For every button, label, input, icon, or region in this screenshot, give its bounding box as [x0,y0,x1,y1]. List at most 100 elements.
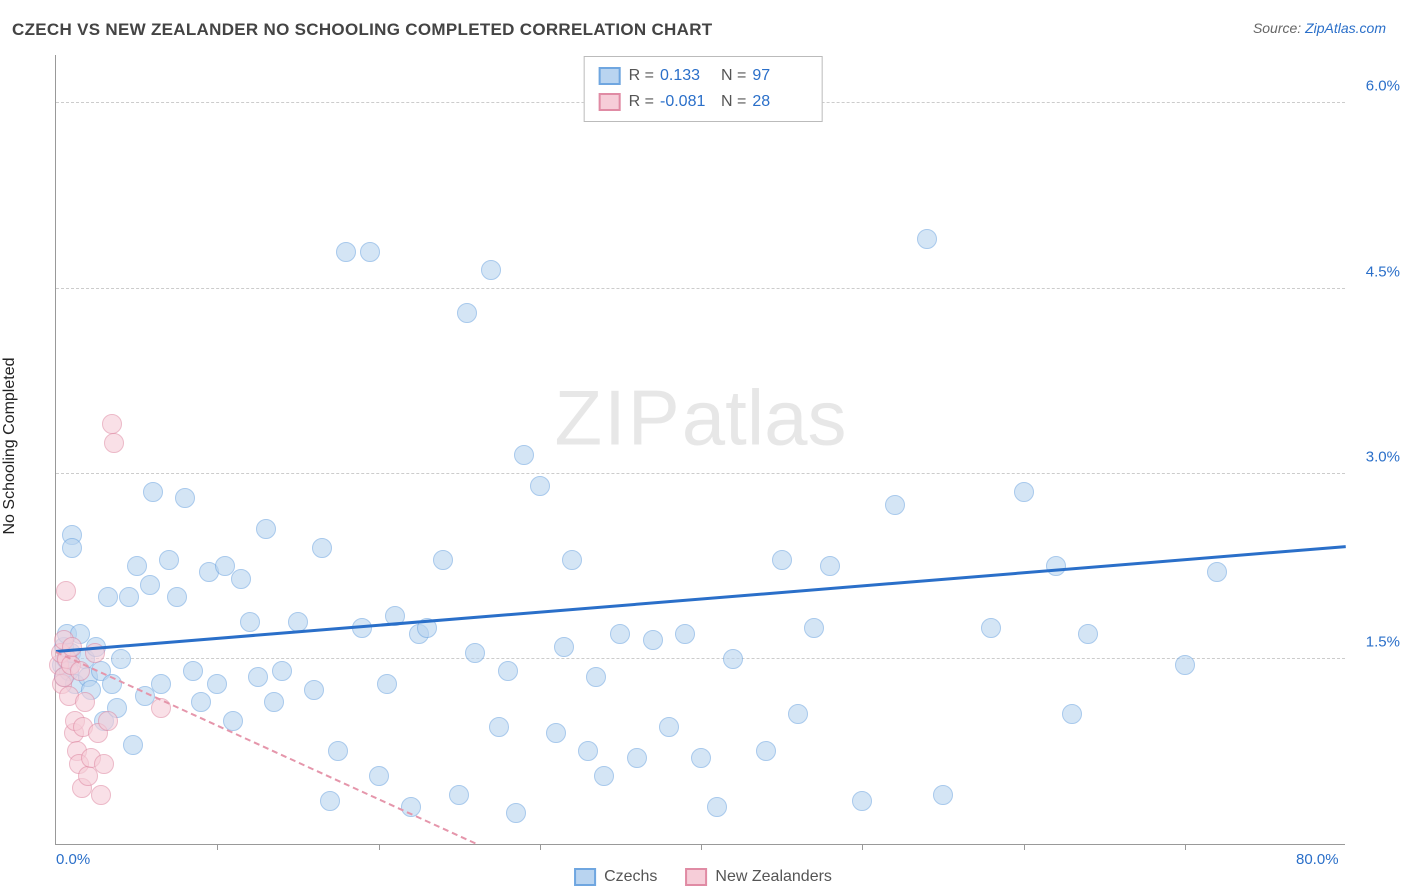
x-tick-label: 80.0% [1296,851,1339,868]
data-point [119,587,139,607]
gridline-h [56,288,1345,289]
legend-r-value: 0.133 [660,63,715,89]
data-point [127,556,147,576]
gridline-h [56,473,1345,474]
data-point [159,550,179,570]
data-point [659,717,679,737]
y-tick-label: 4.5% [1350,263,1400,280]
data-point [223,711,243,731]
legend-n-value: 28 [752,89,807,115]
chart-title: CZECH VS NEW ZEALANDER NO SCHOOLING COMP… [12,20,712,40]
source-prefix: Source: [1253,20,1305,36]
data-point [1175,655,1195,675]
data-point [1046,556,1066,576]
legend-correlation-row: R = -0.081N = 28 [599,89,808,115]
data-point [1078,624,1098,644]
data-point [207,674,227,694]
data-point [360,242,380,262]
data-point [304,680,324,700]
series-legend: Czechs New Zealanders [574,868,832,886]
x-tick-mark [1185,844,1186,850]
data-point [272,661,292,681]
x-tick-mark [379,844,380,850]
data-point [75,692,95,712]
x-tick-label: 0.0% [56,851,90,868]
data-point [62,637,82,657]
data-point [546,723,566,743]
legend-series-item: Czechs [574,868,657,886]
legend-n-label: N = [721,89,746,115]
data-point [804,618,824,638]
data-point [578,741,598,761]
data-point [151,674,171,694]
source-link[interactable]: ZipAtlas.com [1305,20,1386,36]
legend-n-value: 97 [752,63,807,89]
data-point [917,229,937,249]
data-point [530,476,550,496]
data-point [98,711,118,731]
data-point [627,748,647,768]
correlation-legend: R = 0.133N = 97R = -0.081N = 28 [584,56,823,122]
watermark: ZIPatlas [554,372,846,463]
data-point [788,704,808,724]
data-point [312,538,332,558]
legend-r-value: -0.081 [660,89,715,115]
data-point [643,630,663,650]
y-tick-label: 6.0% [1350,78,1400,95]
data-point [933,785,953,805]
data-point [264,692,284,712]
data-point [98,587,118,607]
data-point [62,538,82,558]
data-point [231,569,251,589]
data-point [336,242,356,262]
data-point [852,791,872,811]
data-point [610,624,630,644]
data-point [433,550,453,570]
data-point [772,550,792,570]
data-point [465,643,485,663]
data-point [111,649,131,669]
watermark-rest: atlas [682,373,847,461]
data-point [320,791,340,811]
data-point [183,661,203,681]
legend-swatch [599,67,621,85]
data-point [885,495,905,515]
x-tick-mark [701,844,702,850]
data-point [506,803,526,823]
data-point [675,624,695,644]
data-point [981,618,1001,638]
data-point [91,785,111,805]
data-point [594,766,614,786]
legend-series-label: Czechs [604,868,657,886]
data-point [554,637,574,657]
data-point [140,575,160,595]
legend-swatch [685,868,707,886]
data-point [457,303,477,323]
source-attribution: Source: ZipAtlas.com [1253,20,1386,36]
data-point [248,667,268,687]
legend-swatch [599,93,621,111]
data-point [167,587,187,607]
data-point [498,661,518,681]
data-point [586,667,606,687]
x-tick-mark [862,844,863,850]
data-point [514,445,534,465]
data-point [1014,482,1034,502]
data-point [123,735,143,755]
data-point [756,741,776,761]
watermark-bold: ZIP [554,373,681,461]
data-point [240,612,260,632]
legend-correlation-row: R = 0.133N = 97 [599,63,808,89]
data-point [820,556,840,576]
data-point [175,488,195,508]
data-point [94,754,114,774]
data-point [562,550,582,570]
data-point [143,482,163,502]
data-point [1207,562,1227,582]
x-tick-mark [540,844,541,850]
y-axis-label: No Schooling Completed [1,358,19,535]
legend-series-label: New Zealanders [715,868,832,886]
data-point [104,433,124,453]
legend-series-item: New Zealanders [685,868,832,886]
legend-swatch [574,868,596,886]
